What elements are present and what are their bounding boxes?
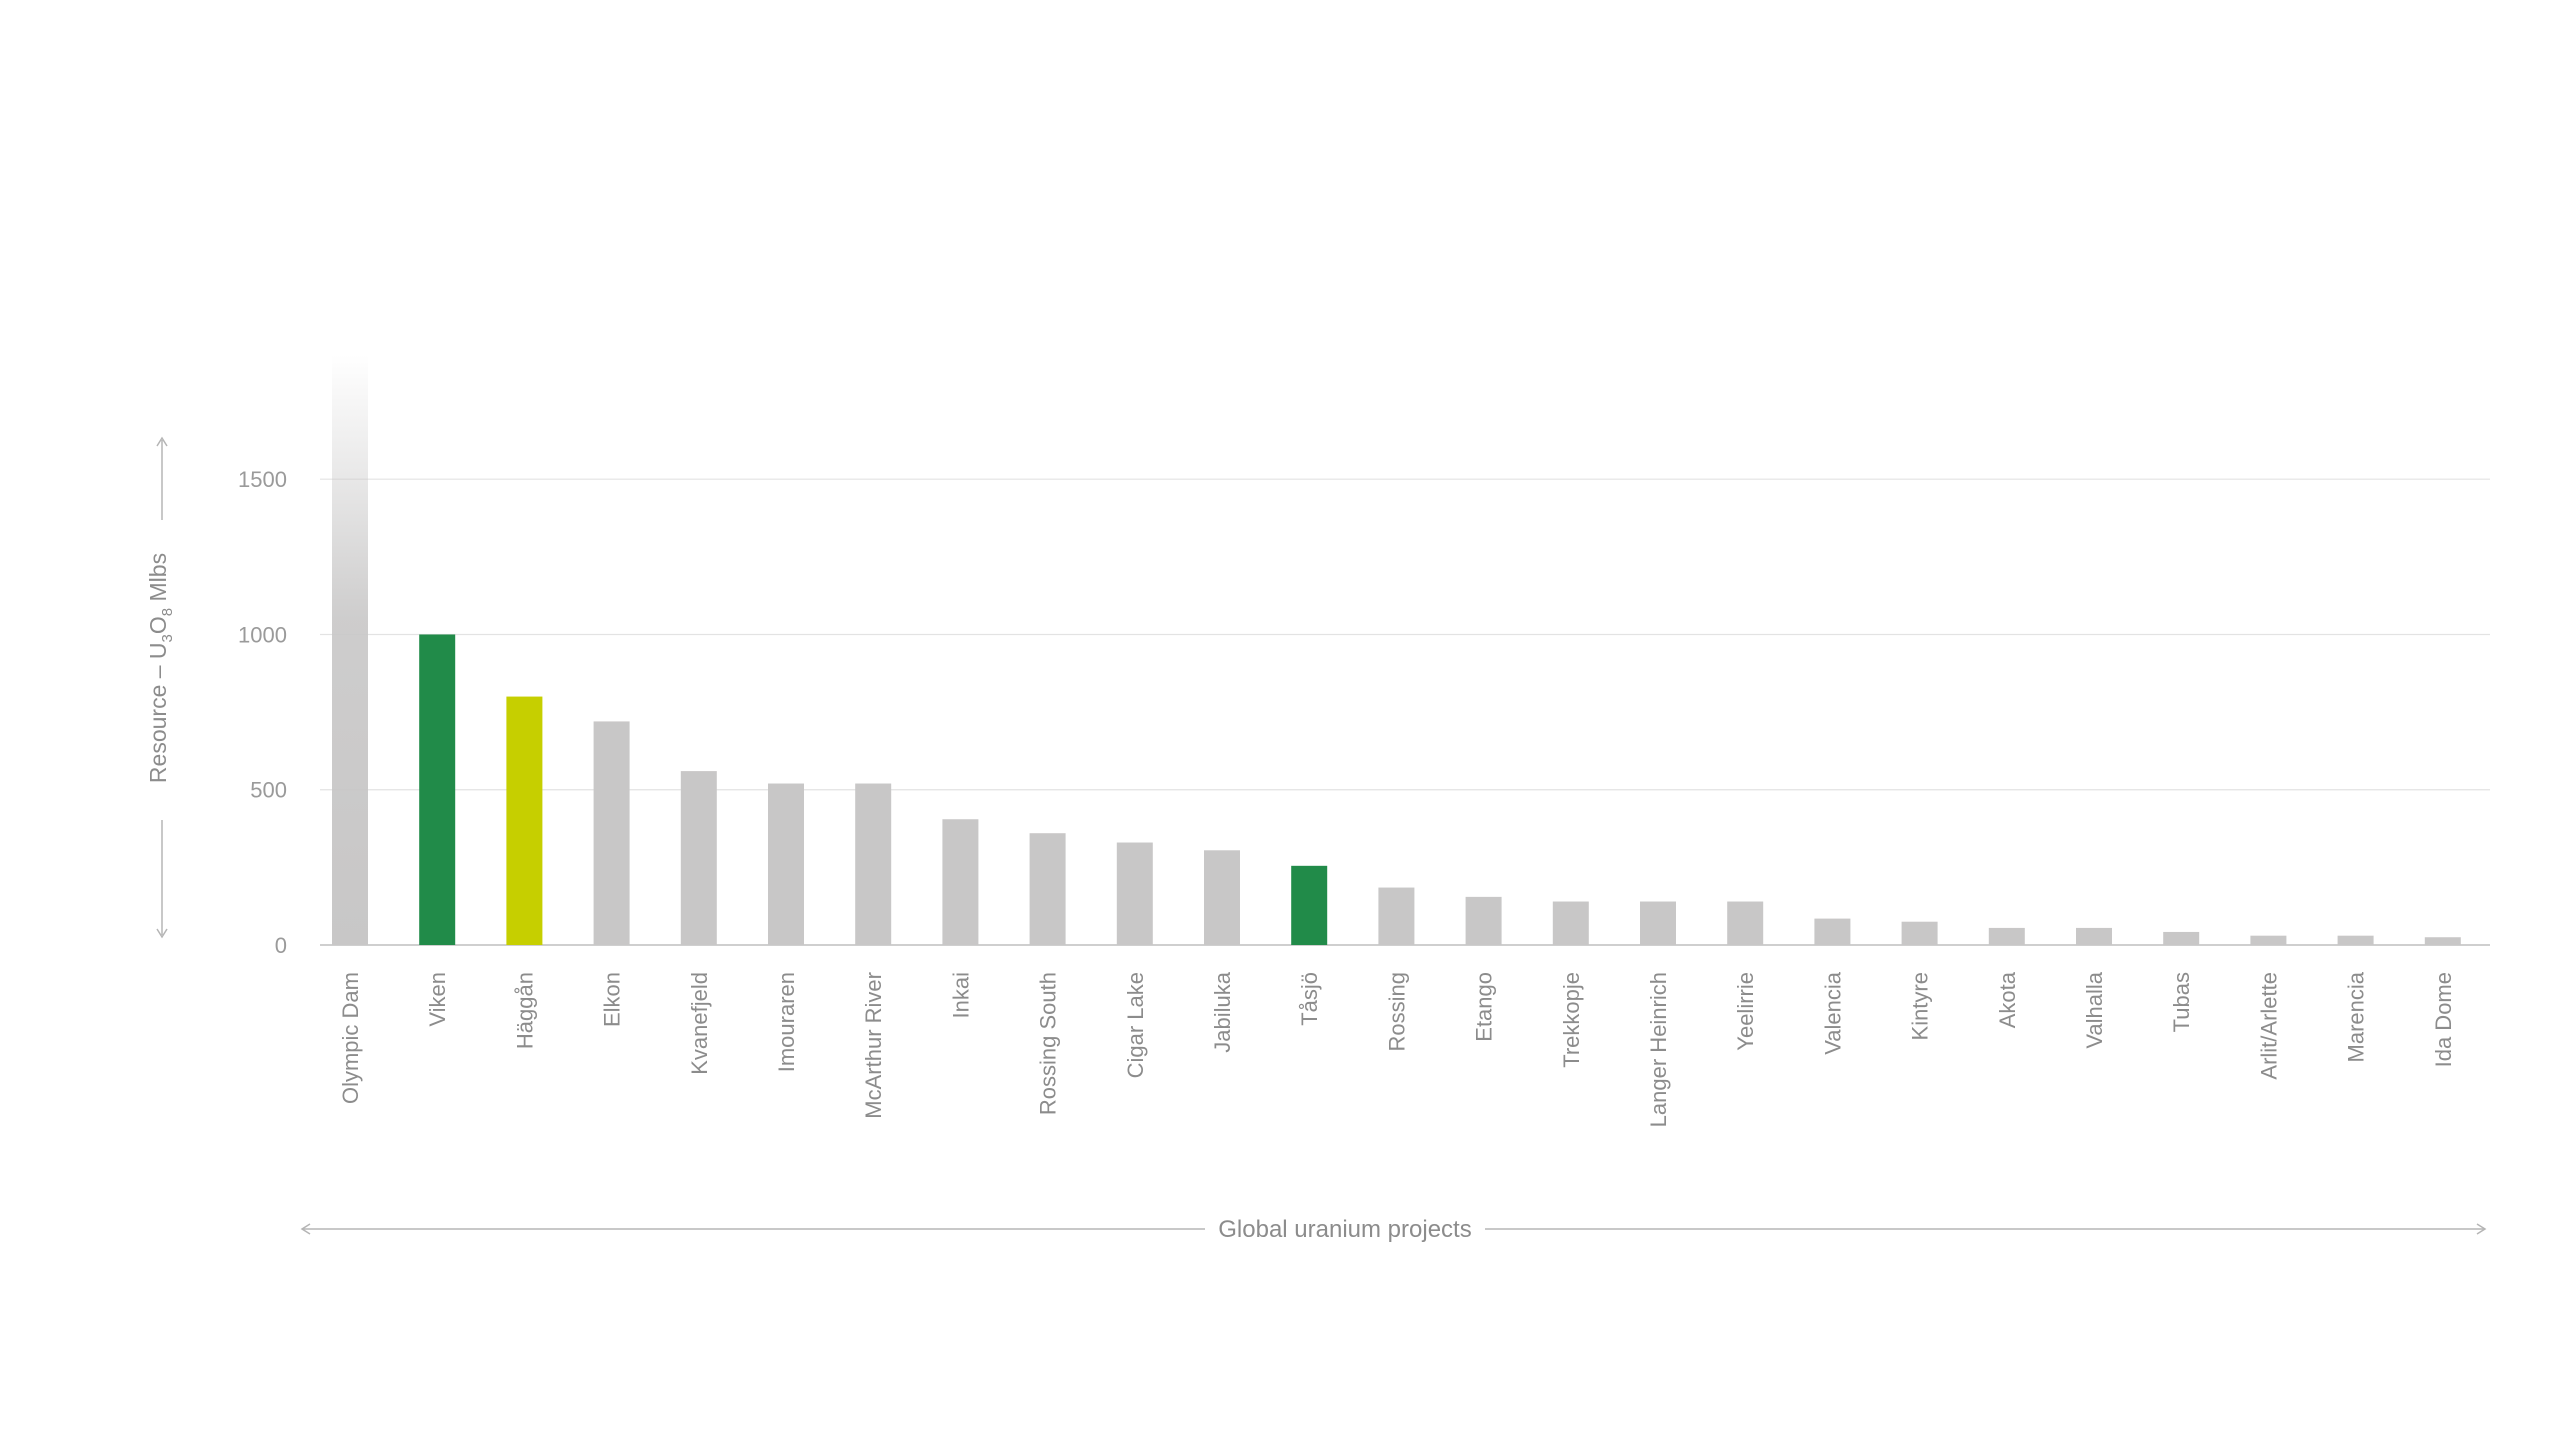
bar-jabiluka <box>1204 850 1240 945</box>
bar-viken <box>419 634 456 945</box>
x-axis-title: Global uranium projects <box>1218 1216 1471 1243</box>
x-category-label: Arlit/Arlette <box>2256 972 2281 1080</box>
x-category-label: Cigar Lake <box>1123 972 1148 1078</box>
x-category-label: Imouraren <box>774 972 799 1072</box>
y-axis-title-suffix: Mlbs <box>145 553 171 608</box>
bar-ida-dome <box>2424 937 2461 945</box>
y-axis-title: Resource – U3O8 Mlbs <box>145 553 176 783</box>
y-axis-title-mid: O <box>145 616 171 634</box>
x-category-label: Valencia <box>1820 971 1845 1055</box>
bar-trekkopje <box>1552 901 1589 945</box>
x-category-label: Etango <box>1472 972 1497 1042</box>
y-tick-labels: 0 500 1000 1500 <box>238 467 287 958</box>
bar-elkon <box>593 721 630 945</box>
x-category-labels: Olympic Dam Viken Häggån Elkon Kvanefjeld Imo… <box>338 971 2456 1127</box>
x-category-label: Häggån <box>512 972 537 1049</box>
bar-tubas <box>2163 931 2200 945</box>
x-category-label: Valhalla <box>2082 971 2107 1048</box>
bar-mcarthur-river <box>855 783 892 945</box>
x-category-label: Jabiluka <box>1210 971 1235 1052</box>
y-tick-label: 0 <box>275 933 287 958</box>
bar-olympic-dam <box>332 355 368 945</box>
y-axis-title-group: Resource – U3O8 Mlbs <box>145 436 176 939</box>
y-tick-label: 1500 <box>238 467 287 492</box>
y-axis-title-sub2: 8 <box>159 608 176 616</box>
x-category-label: Yeelirrie <box>1733 972 1758 1051</box>
bars <box>332 355 2461 945</box>
gridlines <box>320 478 2490 946</box>
y-axis-title-prefix: Resource – U <box>145 642 171 783</box>
x-axis-arrow-right-icon <box>2476 1223 2487 1235</box>
y-tick-label: 500 <box>250 778 287 803</box>
y-axis-arrow-down-icon <box>156 928 168 939</box>
bar-arlit-arlette <box>2250 935 2287 945</box>
x-category-label: Trekkopje <box>1559 972 1584 1068</box>
x-category-label: Olympic Dam <box>338 972 363 1104</box>
x-category-label: Marencia <box>2344 971 2369 1062</box>
x-category-label: McArthur River <box>861 972 886 1119</box>
x-category-label: Elkon <box>600 972 625 1027</box>
y-axis-title-sub1: 3 <box>159 634 176 642</box>
bar-valencia <box>1814 918 1851 945</box>
x-category-label: Viken <box>425 972 450 1027</box>
bar-valhalla <box>2076 927 2112 945</box>
x-category-label: Tåsjö <box>1297 972 1322 1026</box>
x-category-label: Ida Dome <box>2431 972 2456 1067</box>
bar-rossing <box>1378 887 1415 945</box>
x-category-label: Inkai <box>948 972 973 1018</box>
bar-akota <box>1988 927 2025 945</box>
x-axis-title-group: Global uranium projects <box>300 1216 2487 1243</box>
bar-kvanefjeld <box>680 771 717 945</box>
bar-cigar-lake <box>1116 842 1153 945</box>
bar-marencia <box>2337 935 2374 945</box>
x-category-label: Akota <box>1995 971 2020 1028</box>
x-category-label: Langer Heinrich <box>1646 972 1671 1127</box>
x-category-label: Rossing <box>1384 972 1409 1051</box>
bar-kintyre <box>1901 921 1938 945</box>
bar-imouraren <box>768 783 804 945</box>
bar-t-sj- <box>1291 865 1328 945</box>
bar-inkai <box>942 819 979 945</box>
x-category-label: Tubas <box>2169 972 2194 1032</box>
bar-langer-heinrich <box>1640 901 1676 945</box>
bar-yeelirrie <box>1727 901 1764 945</box>
bar-h-gg-n <box>506 696 543 945</box>
x-axis-arrow-left-icon <box>300 1223 311 1235</box>
x-category-label: Kintyre <box>1908 972 1933 1040</box>
bar-etango <box>1465 896 1502 945</box>
x-category-label: Rossing South <box>1036 972 1061 1115</box>
y-tick-label: 1000 <box>238 622 287 647</box>
y-axis-arrow-up-icon <box>156 436 168 447</box>
bar-rossing-south <box>1029 833 1066 945</box>
x-category-label: Kvanefjeld <box>687 972 712 1075</box>
